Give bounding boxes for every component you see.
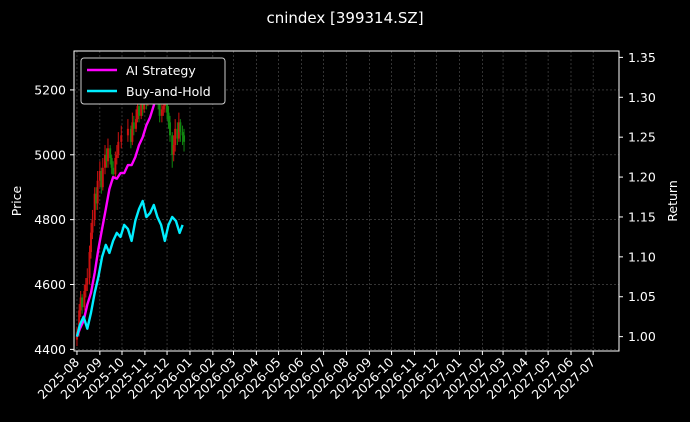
candle-body xyxy=(136,106,139,120)
candle-body xyxy=(106,148,109,162)
legend-label-buy-and-hold: Buy-and-Hold xyxy=(126,84,211,99)
candle-body xyxy=(160,109,163,116)
candle-body xyxy=(132,122,135,129)
candle-body xyxy=(79,297,82,311)
candle-body xyxy=(78,310,81,332)
candle-body xyxy=(167,112,170,123)
candle-body xyxy=(105,154,108,162)
y2-tick-label: 1.20 xyxy=(628,170,656,185)
y2-tick-label: 1.00 xyxy=(628,329,656,344)
left-axis: 4400 4600 4800 5000 5200 xyxy=(34,82,74,357)
candle-body xyxy=(95,193,98,204)
candle-body xyxy=(162,106,165,110)
candle-body xyxy=(104,154,107,168)
candle-body xyxy=(89,232,92,253)
y2-tick-label: 1.10 xyxy=(628,249,656,264)
y2-tick-label: 1.30 xyxy=(628,90,656,105)
candle-body xyxy=(129,128,132,142)
candle-body xyxy=(83,291,86,308)
candle-body xyxy=(81,297,84,308)
y2-tick-label: 1.25 xyxy=(628,130,656,145)
candle-body xyxy=(179,122,182,133)
candle-body xyxy=(114,158,117,175)
candle-body xyxy=(112,167,115,175)
candle-body xyxy=(109,148,112,159)
candle-body xyxy=(120,135,123,142)
y-tick-label: 5200 xyxy=(34,82,66,97)
candle-body xyxy=(117,141,120,155)
candle-body xyxy=(100,171,103,188)
candle-body xyxy=(131,122,134,142)
candle-body xyxy=(115,154,118,159)
y2-tick-label: 1.35 xyxy=(628,50,656,65)
chart-title: cnindex [399314.SZ] xyxy=(266,9,423,27)
candle-body xyxy=(101,167,104,188)
legend-label-ai-strategy: AI Strategy xyxy=(126,63,196,78)
candle-body xyxy=(137,106,140,116)
y-axis-label: Price xyxy=(9,185,24,216)
candle-body xyxy=(140,99,143,116)
y-tick-label: 4600 xyxy=(34,277,66,292)
right-axis: 1.00 1.05 1.10 1.15 1.20 1.25 1.30 1.35 xyxy=(619,50,656,344)
candle-body xyxy=(169,122,172,136)
candle-body xyxy=(93,193,96,220)
candle-body xyxy=(183,135,186,142)
candle-body xyxy=(98,171,101,181)
candle-body xyxy=(91,219,94,233)
candle-body xyxy=(96,180,99,204)
legend: AI Strategy Buy-and-Hold xyxy=(80,57,226,105)
candle-body xyxy=(84,284,87,291)
y-tick-label: 4400 xyxy=(34,342,66,357)
candle-body xyxy=(174,128,177,146)
y-tick-label: 4800 xyxy=(34,212,66,227)
y2-tick-label: 1.15 xyxy=(628,209,656,224)
candle-body xyxy=(110,158,113,168)
y2-tick-label: 1.05 xyxy=(628,289,656,304)
series-line-buy-and-hold xyxy=(75,199,184,337)
candle-body xyxy=(176,128,179,139)
candle-body xyxy=(158,102,161,116)
candle-body xyxy=(166,96,169,113)
candle-body xyxy=(135,119,138,129)
candle-body xyxy=(172,145,175,155)
candle-body xyxy=(126,128,129,136)
candle-body xyxy=(141,99,144,110)
candle-body xyxy=(88,252,91,279)
y2-axis-label: Return xyxy=(665,180,680,221)
candle-body xyxy=(86,278,89,285)
candle-body xyxy=(177,122,180,139)
y-tick-label: 5000 xyxy=(34,147,66,162)
candle-body xyxy=(171,135,174,155)
candle-body xyxy=(181,132,184,136)
